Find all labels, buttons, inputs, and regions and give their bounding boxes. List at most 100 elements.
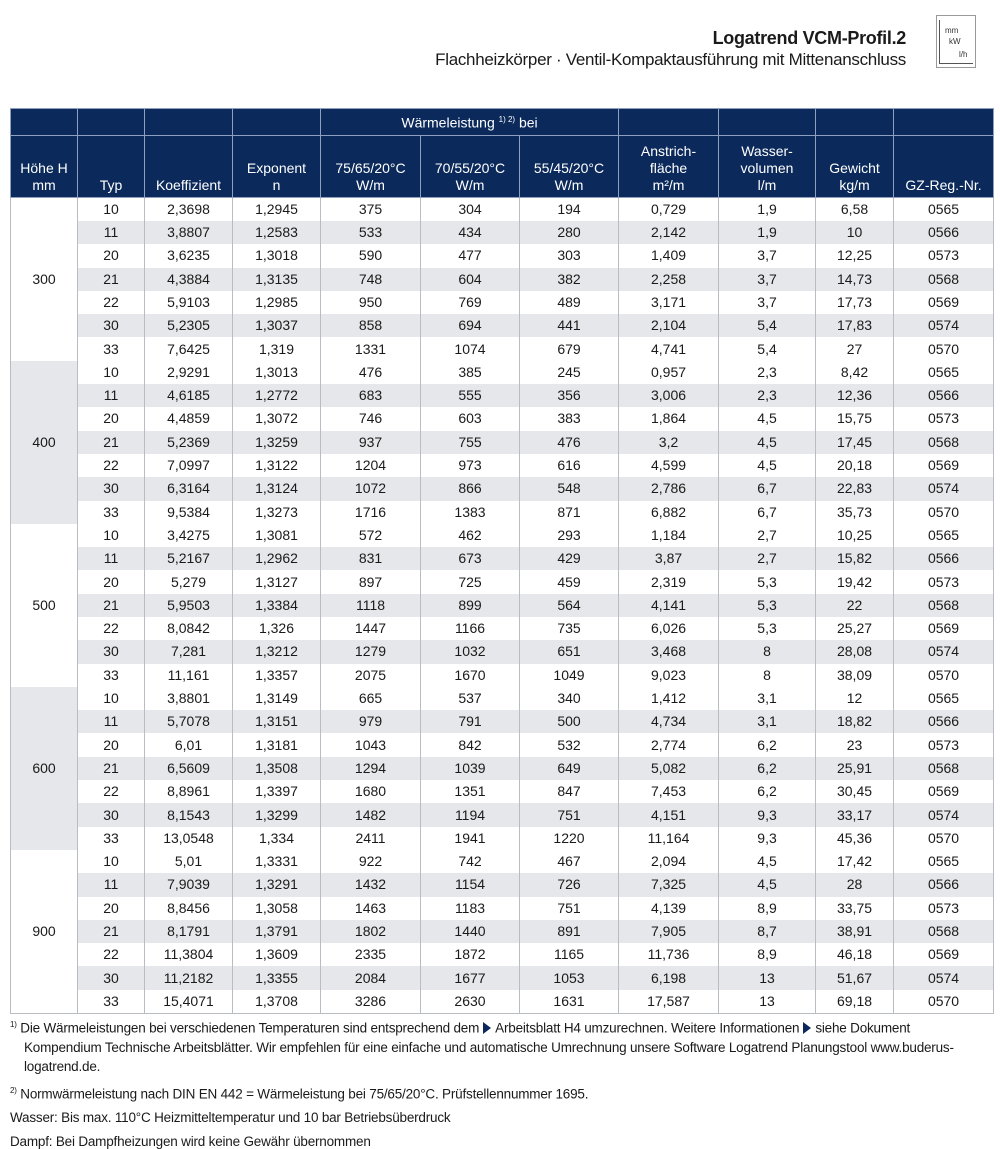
table-cell: 0566	[893, 220, 995, 245]
table-cell: 8,9	[718, 896, 817, 920]
table-cell: 4,599	[618, 453, 720, 478]
table-cell: 1,3037	[232, 314, 321, 338]
table-cell: 6,3164	[144, 477, 233, 501]
table-cell: 1482	[320, 803, 421, 827]
table-cell: 0569	[893, 290, 995, 315]
table-cell: 33	[77, 826, 145, 850]
column-header: 70/55/20°C W/m	[420, 134, 520, 198]
table-cell: 10	[77, 523, 145, 548]
table-cell: 17,42	[815, 849, 895, 874]
table-cell: 1802	[320, 919, 421, 944]
table-cell: 1,3081	[232, 523, 321, 548]
table-cell: 45,36	[815, 826, 895, 850]
table-cell: 2335	[320, 943, 421, 967]
table-cell: 679	[518, 337, 620, 361]
table-cell: 9,5384	[144, 500, 233, 524]
table-cell: 30	[77, 314, 145, 338]
table-cell: 2,3	[718, 360, 817, 385]
table-cell: 30	[77, 966, 145, 990]
table-cell: 604	[420, 267, 520, 291]
table-cell: 1,184	[618, 523, 720, 548]
table-row: 11 4,6185 1,2772 683 555 356 3,006 2,3 12,36 0566	[11, 384, 995, 408]
table-cell: 434	[420, 220, 520, 245]
table-cell: 2630	[420, 989, 520, 1015]
table-cell: 2,7	[718, 547, 817, 571]
column-header: Höhe H mm	[10, 134, 78, 198]
table-body: 300 10 2,3698 1,2945 375 304 194 0,729 1,9 6,58 05…	[10, 197, 995, 1015]
table-cell: 1,3609	[232, 943, 321, 967]
table-cell: 3,006	[618, 384, 720, 408]
table-cell: 755	[420, 430, 520, 454]
table-cell: 0568	[893, 593, 995, 617]
column-header: Gewicht kg/m	[815, 134, 895, 198]
table-cell: 1,2945	[232, 197, 321, 221]
table-cell: 1,3122	[232, 453, 321, 478]
table-cell: 5,3	[718, 570, 817, 594]
table-row: 22 8,8961 1,3397 1680 1351 847 7,453 6,2 30,45 05…	[11, 780, 995, 804]
table-cell: 1,409	[618, 244, 720, 268]
table-cell: 3,1	[718, 710, 817, 734]
table-cell: 15,82	[815, 547, 895, 571]
table-cell: 2411	[320, 826, 421, 850]
table-cell: 4,139	[618, 896, 720, 920]
table-cell: 0570	[893, 663, 995, 687]
table-cell: 0569	[893, 617, 995, 641]
table-cell: 4,6185	[144, 384, 233, 408]
height-group-cell: 900	[10, 849, 78, 1015]
table-cell: 5,2167	[144, 547, 233, 571]
table-cell: 8,9	[718, 943, 817, 967]
table-cell: 21	[77, 430, 145, 454]
table-cell: 6,58	[815, 197, 895, 221]
height-group-cell: 300	[10, 197, 78, 361]
icon-label: mm	[945, 26, 959, 35]
table-cell: 476	[320, 360, 421, 385]
column-header: Typ	[77, 134, 145, 198]
table-cell: 8,1791	[144, 919, 233, 944]
table-cell: 441	[518, 314, 620, 338]
table-cell: 1049	[518, 663, 620, 687]
table-cell: 33	[77, 337, 145, 361]
table-row: 11 5,7078 1,3151 979 791 500 4,734 3,1 18,82 0566	[11, 710, 995, 734]
table-cell: 0568	[893, 430, 995, 454]
table-cell: 0573	[893, 733, 995, 757]
link-arbeitsblatt[interactable]: Arbeitsblatt H4 umzurechnen. Weitere Inf…	[495, 1020, 800, 1036]
table-cell: 1,3135	[232, 267, 321, 291]
table-cell: 9,023	[618, 663, 720, 687]
table-cell: 10	[77, 686, 145, 711]
table-cell: 19,42	[815, 570, 895, 594]
table-cell: 1,3384	[232, 593, 321, 617]
table-row: 21 5,2369 1,3259 937 755 476 3,2 4,5 17,45 0568	[11, 430, 995, 454]
table-cell: 467	[518, 849, 620, 874]
table-cell: 0569	[893, 453, 995, 478]
table-cell: 922	[320, 849, 421, 874]
table-cell: 13	[718, 989, 817, 1015]
table-cell: 22,83	[815, 477, 895, 501]
table-cell: 8,7	[718, 919, 817, 944]
table-cell: 7,9039	[144, 873, 233, 897]
table-row: 33 13,0548 1,334 2411 1941 1220 11,164 9,3 45,36…	[11, 826, 995, 850]
table-cell: 3,171	[618, 290, 720, 315]
table-cell: 1,326	[232, 617, 321, 641]
table-cell: 950	[320, 290, 421, 315]
table-cell: 245	[518, 360, 620, 385]
table-cell: 1,3355	[232, 966, 321, 990]
table-cell: 0573	[893, 570, 995, 594]
table-row: 21 5,9503 1,3384 1118 899 564 4,141 5,3 22 0568	[11, 593, 995, 617]
table-cell: 22	[77, 617, 145, 641]
column-header: 55/45/20°C W/m	[518, 134, 620, 198]
table-cell: 2,774	[618, 733, 720, 757]
table-cell: 533	[320, 220, 421, 245]
table-cell: 0574	[893, 966, 995, 990]
table-cell: 10,25	[815, 523, 895, 548]
table-row: 20 5,279 1,3127 897 725 459 2,319 5,3 19,42 0573	[11, 570, 995, 594]
table-cell: 973	[420, 453, 520, 478]
table-cell: 22	[77, 780, 145, 804]
table-cell: 429	[518, 547, 620, 571]
table-cell: 8,8961	[144, 780, 233, 804]
table-row: 22 5,9103 1,2985 950 769 489 3,171 3,7 17,73 0569	[11, 290, 995, 315]
table-cell: 590	[320, 244, 421, 268]
table-cell: 4,141	[618, 593, 720, 617]
height-group-cell: 500	[10, 523, 78, 687]
table-cell: 0574	[893, 477, 995, 501]
table-row: 30 11,2182 1,3355 2084 1677 1053 6,198 13 51,67 0…	[11, 966, 995, 990]
